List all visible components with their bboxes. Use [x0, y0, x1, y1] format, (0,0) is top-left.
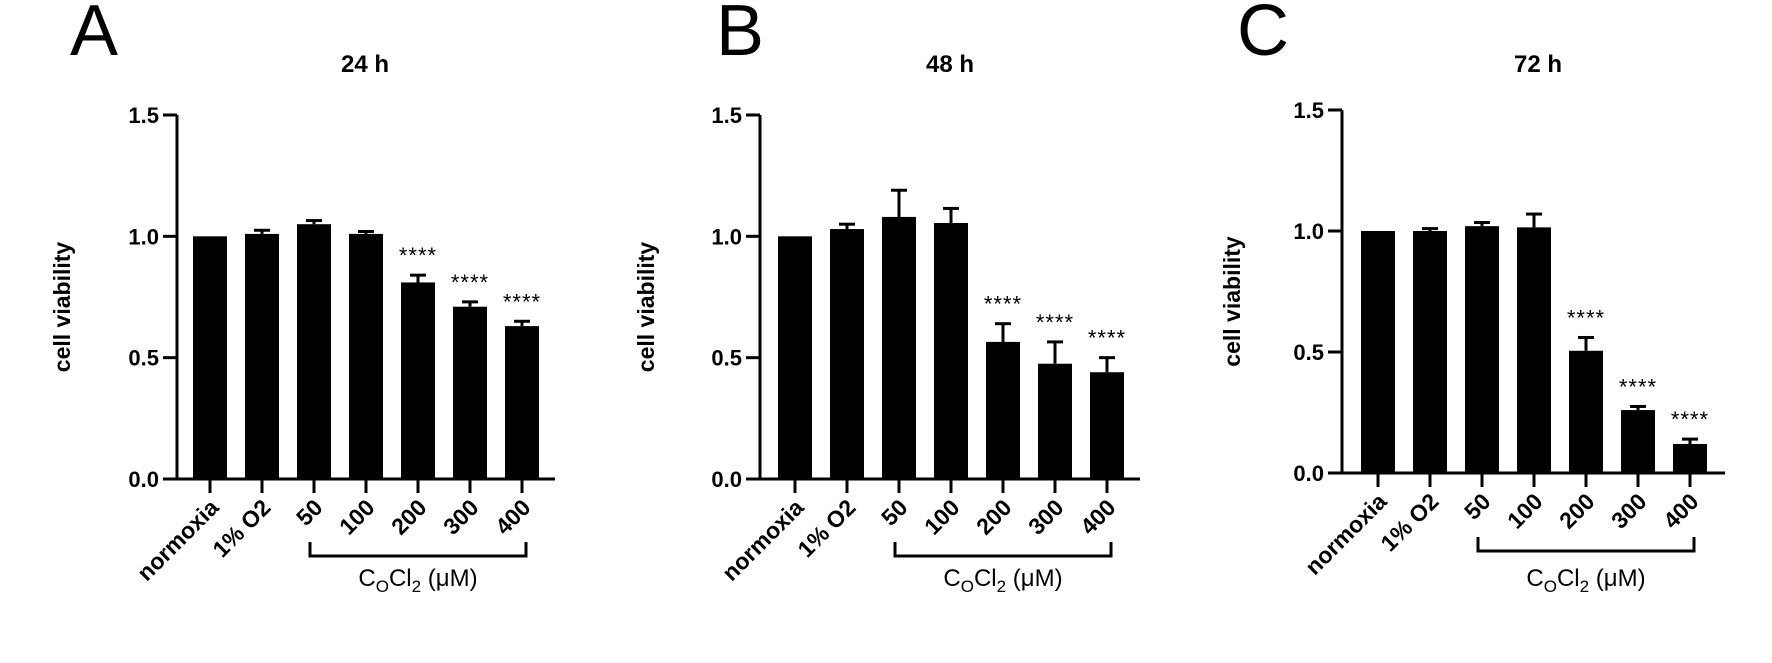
y-axis-title: cell viability — [49, 242, 75, 373]
bar — [1038, 363, 1072, 479]
x-tick-label: 300 — [438, 494, 484, 540]
x-tick-label: 400 — [1658, 488, 1704, 534]
bar — [401, 282, 435, 479]
bar — [297, 224, 331, 479]
bar — [1621, 410, 1655, 473]
group-bracket-label-part: C — [1526, 565, 1543, 592]
x-tick-label: 50 — [291, 494, 327, 530]
panel-letter: A — [70, 0, 118, 71]
significance-label: **** — [1567, 305, 1605, 330]
bar — [1465, 226, 1499, 473]
x-tick-label: 400 — [1075, 494, 1121, 540]
significance-label: **** — [1036, 310, 1074, 335]
group-bracket-label-part: 2 — [997, 577, 1006, 596]
x-tick-label: normoxia — [717, 494, 809, 586]
group-bracket — [1476, 537, 1696, 553]
bar — [1673, 443, 1707, 473]
group-bracket — [308, 542, 528, 558]
group-bracket-label-part: 2 — [1580, 577, 1589, 596]
x-tick-label: 1% O2 — [207, 494, 275, 562]
y-tick-label: 1.5 — [128, 103, 159, 128]
group-bracket-label-part: O — [376, 577, 389, 596]
significance-label: **** — [503, 289, 541, 314]
x-tick-label: normoxia — [132, 494, 224, 586]
x-tick-label: 300 — [1023, 494, 1069, 540]
panel-letter: C — [1237, 0, 1289, 71]
y-axis-title: cell viability — [633, 242, 659, 373]
bar — [830, 229, 864, 479]
group-bracket-label-part: (μM) — [421, 565, 477, 592]
group-bracket-label-part: (μM) — [1589, 565, 1645, 592]
bar — [1517, 227, 1551, 473]
significance-label: **** — [984, 292, 1022, 317]
significance-label: **** — [1619, 374, 1657, 399]
panel-title: 72 h — [1514, 51, 1562, 78]
group-bracket-label: COCl2 (μM) — [943, 565, 1062, 596]
group-bracket-label-part: Cl — [1557, 565, 1580, 592]
bar — [1569, 350, 1603, 473]
panel-title: 48 h — [926, 51, 974, 78]
y-tick-label: 0.0 — [128, 467, 159, 492]
bar — [453, 306, 487, 479]
y-tick-label: 1.0 — [128, 224, 159, 249]
y-tick-label: 1.0 — [1293, 219, 1324, 244]
x-tick-label: 50 — [1459, 488, 1495, 524]
bar — [778, 236, 812, 479]
y-axis-title: cell viability — [1219, 236, 1245, 367]
x-tick-label: 100 — [1502, 488, 1548, 534]
y-tick-label: 0.5 — [1293, 340, 1324, 365]
bar — [505, 326, 539, 479]
y-tick-label: 1.0 — [711, 224, 742, 249]
group-bracket-label-part: Cl — [389, 565, 412, 592]
group-bracket-label-part: C — [943, 565, 960, 592]
group-bracket-label-part: Cl — [974, 565, 997, 592]
x-tick-label: 400 — [490, 494, 536, 540]
x-tick-label: 300 — [1606, 488, 1652, 534]
bar — [349, 233, 383, 479]
significance-label: **** — [1088, 326, 1126, 351]
x-tick-label: 200 — [386, 494, 432, 540]
bar — [882, 216, 916, 480]
y-tick-label: 0.5 — [128, 346, 159, 371]
significance-label: **** — [399, 243, 437, 268]
group-bracket-label-part: (μM) — [1006, 565, 1062, 592]
y-tick-label: 0.0 — [1293, 461, 1324, 486]
panel-letter: B — [716, 0, 764, 71]
panel-title: 24 h — [341, 51, 389, 78]
y-tick-label: 0.0 — [711, 467, 742, 492]
x-tick-label: 100 — [919, 494, 965, 540]
y-tick-label: 1.5 — [711, 103, 742, 128]
x-tick-label: 50 — [876, 494, 912, 530]
group-bracket-label-part: C — [358, 565, 375, 592]
bar — [1090, 372, 1124, 479]
group-bracket-label-part: 2 — [412, 577, 421, 596]
x-tick-label: 200 — [971, 494, 1017, 540]
bar — [193, 236, 227, 479]
x-tick-label: 1% O2 — [1375, 488, 1443, 556]
x-tick-label: 1% O2 — [792, 494, 860, 562]
y-tick-label: 0.5 — [711, 346, 742, 371]
group-bracket-label-part: O — [1544, 577, 1557, 596]
bar — [934, 222, 968, 479]
bar — [1413, 231, 1447, 473]
group-bracket-label: COCl2 (μM) — [1526, 565, 1645, 596]
group-bracket-label: COCl2 (μM) — [358, 565, 477, 596]
group-bracket-label-part: O — [961, 577, 974, 596]
group-bracket — [893, 542, 1113, 558]
x-tick-label: 100 — [334, 494, 380, 540]
y-tick-label: 1.5 — [1293, 98, 1324, 123]
bar — [245, 233, 279, 479]
x-tick-label: normoxia — [1300, 488, 1392, 580]
bar — [986, 341, 1020, 479]
significance-label: **** — [451, 270, 489, 295]
x-tick-label: 200 — [1554, 488, 1600, 534]
significance-label: **** — [1671, 407, 1709, 432]
bar — [1361, 231, 1395, 473]
